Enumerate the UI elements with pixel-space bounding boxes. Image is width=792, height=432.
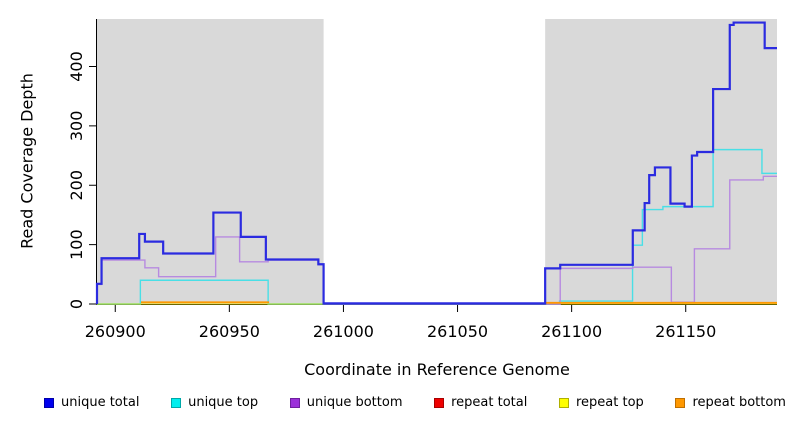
legend-item-unique-bottom: unique bottom	[289, 395, 403, 410]
chart-legend: unique total unique top unique bottom repea…	[44, 395, 786, 410]
legend-label: repeat top	[576, 395, 644, 410]
legend-label: repeat bottom	[692, 395, 786, 410]
x-tick-label: 261000	[313, 322, 374, 341]
shaded-region	[97, 19, 324, 304]
legend-swatch-icon	[289, 397, 300, 408]
x-axis-title: Coordinate in Reference Genome	[304, 360, 570, 379]
y-axis-title: Read Coverage Depth	[17, 73, 37, 249]
y-tick-label: 100	[67, 229, 86, 260]
legend-item-repeat-bottom: repeat bottom	[675, 395, 786, 410]
legend-item-repeat-top: repeat top	[559, 395, 644, 410]
legend-swatch-icon	[434, 397, 445, 408]
legend-item-repeat-total: repeat total	[434, 395, 527, 410]
y-tick-label: 300	[67, 111, 86, 142]
legend-label: unique total	[61, 395, 140, 410]
series-unique-total	[95, 21, 777, 305]
y-tick-label: 0	[67, 299, 86, 309]
legend-swatch-icon	[171, 397, 182, 408]
y-tick-label: 400	[67, 51, 86, 82]
legend-swatch-icon	[675, 397, 686, 408]
x-tick-label: 260950	[199, 322, 260, 341]
legend-item-unique-top: unique top	[171, 395, 258, 410]
series-repeat-bottom	[141, 301, 777, 304]
legend-swatch-icon	[44, 397, 54, 408]
legend-item-unique-total: unique total	[44, 395, 139, 410]
x-tick-label: 261150	[655, 322, 716, 341]
x-tick-label: 261100	[541, 322, 602, 341]
legend-label: unique bottom	[306, 395, 403, 410]
y-tick-label: 200	[67, 170, 86, 201]
shaded-region	[545, 19, 777, 304]
x-tick-label: 260900	[85, 322, 146, 341]
x-tick-label: 261050	[427, 322, 488, 341]
legend-label: unique top	[188, 395, 259, 410]
series-unique-top	[97, 148, 777, 305]
legend-swatch-icon	[559, 397, 569, 408]
legend-label: repeat total	[451, 395, 528, 410]
